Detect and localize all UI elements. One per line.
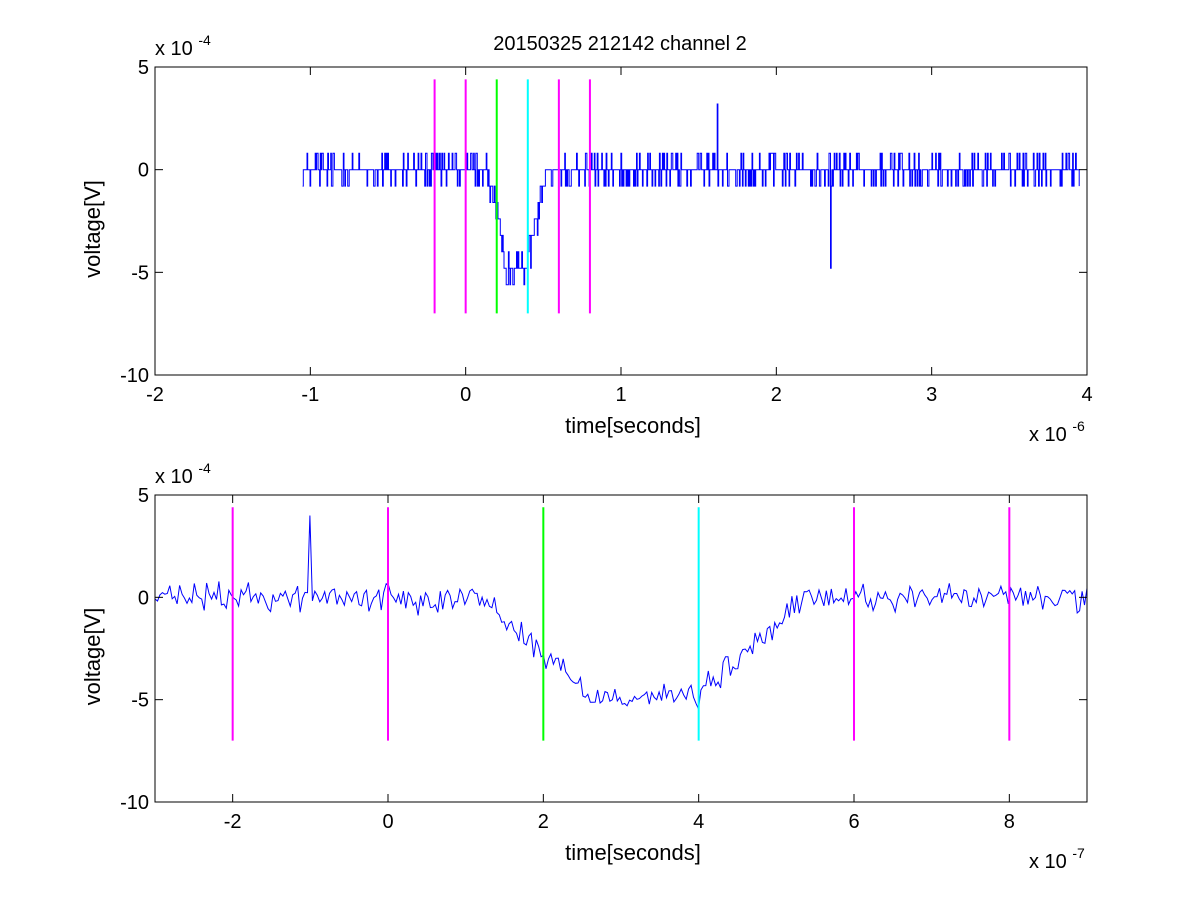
x-tick-label: 6 <box>848 811 859 833</box>
x-axis-label: time[seconds] <box>565 413 701 438</box>
x-axis-label: time[seconds] <box>565 840 701 865</box>
axes-box <box>154 494 1088 803</box>
y-exponent-power: -4 <box>198 460 211 476</box>
x-tick-label: -1 <box>301 384 319 406</box>
x-exponent-label: x 10 -6 <box>1029 418 1085 446</box>
y-tick-label: 5 <box>138 57 149 79</box>
y-exponent-power: -4 <box>198 32 211 48</box>
y-tick-label: 5 <box>138 485 149 507</box>
x-exponent-base: x 10 <box>1029 424 1072 446</box>
y-axis-label: voltage[V] <box>80 608 105 706</box>
signal-trace <box>302 103 1080 286</box>
x-tick-label: 3 <box>926 384 937 406</box>
x-exponent-label: x 10 -7 <box>1029 845 1085 873</box>
x-tick-label: -2 <box>146 384 164 406</box>
x-tick-label: 1 <box>615 384 626 406</box>
y-tick-label: 0 <box>138 587 149 609</box>
x-tick-label: 4 <box>693 811 704 833</box>
x-tick-label: 4 <box>1081 384 1092 406</box>
x-tick-label: 2 <box>771 384 782 406</box>
plot-area <box>155 67 1087 375</box>
x-exponent-power: -6 <box>1072 418 1085 434</box>
y-tick-label: 0 <box>138 160 149 182</box>
top-plot: -2 -1 0 1 2 3 4-10-505time[seconds]voltage[V]x… <box>80 32 1093 446</box>
y-tick-label: -5 <box>131 690 149 712</box>
y-tick-label: -10 <box>120 365 149 387</box>
signal-trace <box>155 515 1087 711</box>
bottom-plot: -2 0 2 4 6 8 -10 -5 0 5 time[seconds] voltage[V] x 1… <box>80 460 1088 873</box>
x-tick-label: 0 <box>382 811 393 833</box>
x-tick-label: 8 <box>1004 811 1015 833</box>
y-tick-label: -10 <box>120 792 149 814</box>
y-exponent-label: x 10 -4 <box>155 32 211 60</box>
figure-title: 20150325 212142 channel 2 <box>493 33 747 55</box>
y-exponent-base: x 10 <box>155 38 198 60</box>
y-axis-label: voltage[V] <box>80 180 105 278</box>
y-exponent-base: x 10 <box>155 466 198 488</box>
x-exponent-power: -7 <box>1072 845 1085 861</box>
x-tick-label: 0 <box>460 384 471 406</box>
plot-area <box>155 495 1087 802</box>
y-tick-label: -5 <box>131 262 149 284</box>
x-tick-label: -2 <box>224 811 242 833</box>
x-tick-label: 2 <box>538 811 549 833</box>
x-exponent-base: x 10 <box>1029 851 1072 873</box>
y-exponent-label: x 10 -4 <box>155 460 211 488</box>
